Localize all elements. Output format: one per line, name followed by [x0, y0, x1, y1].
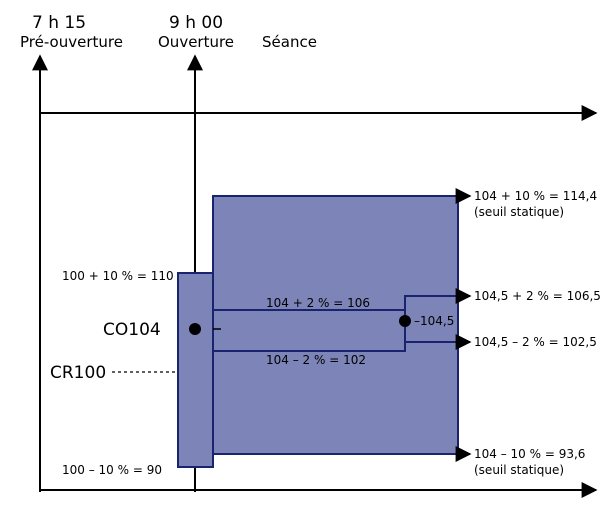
static-upper-label: 104 + 10 % = 114,4 [474, 189, 597, 203]
static-upper-note: (seuil statique) [474, 205, 564, 219]
dynamic-lower-label: 104,5 – 2 % = 102,5 [474, 335, 597, 349]
preopen-bar [177, 272, 214, 468]
last-price-point [399, 315, 411, 327]
static-lower-label: 104 – 10 % = 93,6 [474, 447, 585, 461]
dynamic-upper-label: 104,5 + 2 % = 106,5 [474, 289, 601, 303]
cr-label: CR100 [50, 363, 106, 383]
preopen-label: Pré-ouverture [20, 33, 123, 51]
band-lower-label: 104 – 2 % = 102 [266, 353, 366, 367]
static-threshold-box [212, 195, 459, 455]
session-label: Séance [262, 33, 317, 51]
open-label: Ouverture [158, 33, 234, 51]
open-time: 9 h 00 [169, 13, 223, 33]
co-point [189, 323, 201, 335]
preopen-time: 7 h 15 [32, 13, 86, 33]
co-label: CO104 [103, 320, 161, 340]
band-upper-label: 104 + 2 % = 106 [266, 296, 370, 310]
pre-lower-label: 100 – 10 % = 90 [62, 463, 162, 477]
static-lower-note: (seuil statique) [474, 463, 564, 477]
last-price-label: –104,5 [414, 314, 454, 328]
pre-upper-label: 100 + 10 % = 110 [62, 269, 174, 283]
